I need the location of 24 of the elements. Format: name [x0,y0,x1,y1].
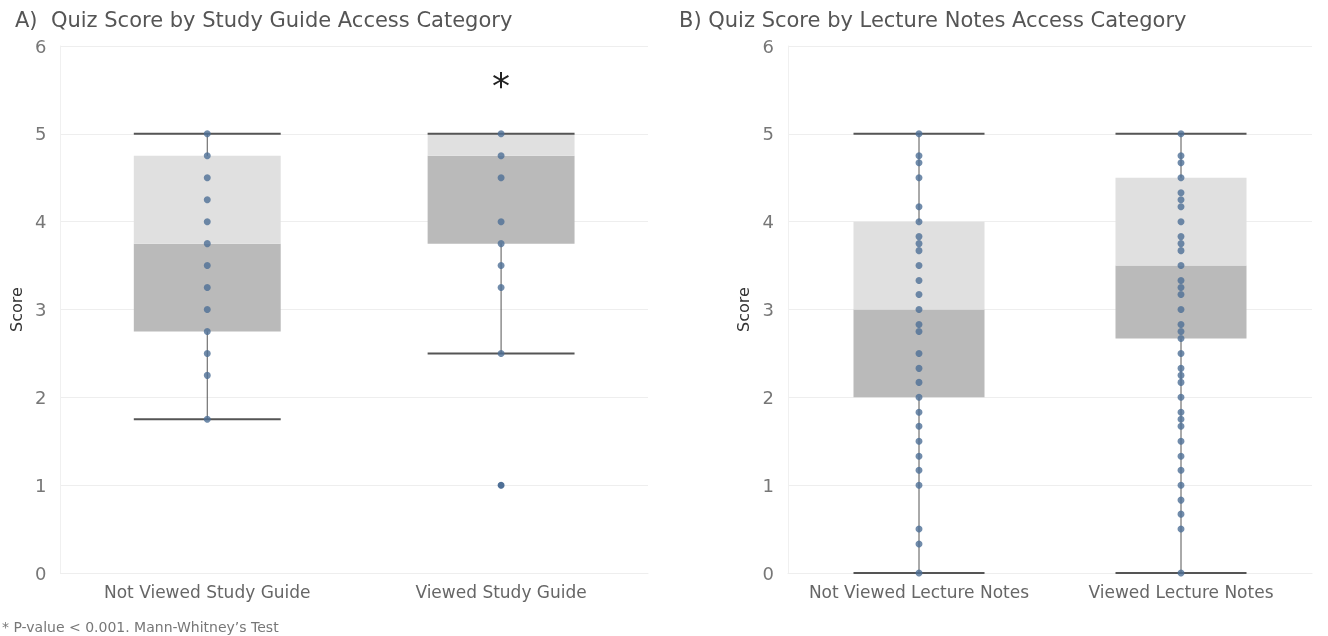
y-tick-label: 4 [34,211,47,233]
y-tick-label: 5 [762,123,774,145]
x-tick-label: Viewed Study Guide [415,581,587,602]
y-axis-title: Score [6,287,26,332]
y-tick-label: 3 [34,299,47,320]
y-tick-label: 0 [34,562,47,584]
y-tick-label: 3 [762,299,774,320]
chart-title: A) Quiz Score by Study Guide Access Category [15,7,513,32]
y-tick-label: 5 [34,123,47,145]
y-tick-label: 6 [762,35,774,57]
y-tick-label: 1 [34,474,47,496]
y-tick-label: 4 [762,211,774,233]
y-tick-label: 6 [34,35,47,57]
annotation: * [492,65,511,107]
y-tick-label: 0 [762,562,774,584]
x-tick-label: Viewed Lecture Notes [1088,581,1274,602]
text: * P-value < 0.001. Mann-Whitney’s Test [2,619,280,635]
y-tick-label: 2 [34,386,47,408]
x-tick-label: Not Viewed Study Guide [103,581,311,602]
chart-title: B) Quiz Score by Lecture Notes Access Category [679,7,1187,32]
y-tick-label: 2 [762,386,774,408]
y-tick-label: 1 [762,474,774,496]
x-tick-label: Not Viewed Lecture Notes [808,581,1030,602]
y-axis-title: Score [734,287,754,332]
